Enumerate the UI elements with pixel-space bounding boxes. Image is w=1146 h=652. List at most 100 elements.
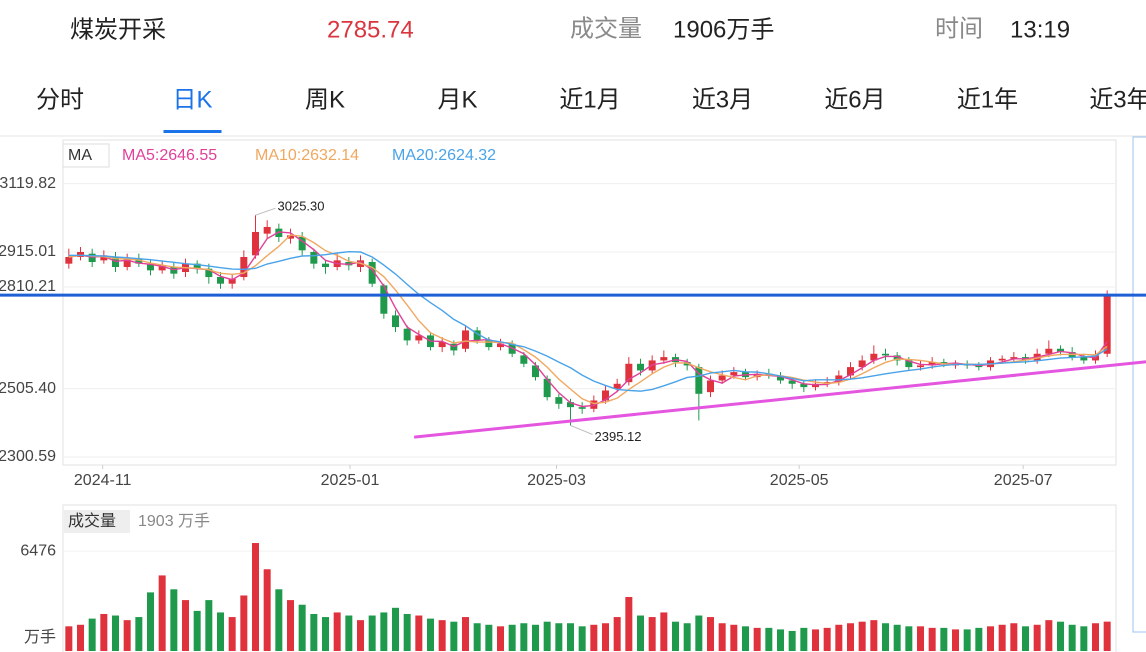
- volume-bar: [77, 624, 84, 651]
- candle-body: [287, 235, 294, 239]
- annotation: 3025.30: [278, 199, 325, 214]
- ma-line: [68, 231, 1108, 408]
- price-frame: [62, 139, 1117, 466]
- candle-body: [485, 340, 493, 348]
- volume-bar: [403, 613, 411, 651]
- candle-body: [998, 358, 1006, 361]
- volume-bar: [567, 623, 574, 651]
- legend-entry: MA10:2632.14: [255, 147, 359, 164]
- candle-body: [555, 397, 563, 404]
- volume-value: 1906万手: [673, 16, 774, 43]
- candle-body: [1010, 357, 1018, 359]
- volume-bar: [753, 627, 761, 651]
- candle-body: [730, 372, 738, 376]
- tab[interactable]: 周K: [305, 86, 345, 113]
- candle-body: [695, 367, 703, 394]
- volume-bar: [298, 604, 306, 651]
- volume-bar: [520, 623, 528, 651]
- volume-title-box: [64, 510, 130, 533]
- x-tick-label: 2025-07: [994, 472, 1053, 489]
- volume-bar: [695, 615, 703, 651]
- y-tick-label: 3119.82: [0, 175, 56, 192]
- candle-body: [380, 285, 388, 314]
- candle-body: [473, 330, 481, 341]
- time-label: 时间: [935, 15, 983, 42]
- volume-bar: [987, 626, 994, 651]
- tab[interactable]: 近3月: [692, 86, 753, 113]
- candle-body: [193, 263, 201, 269]
- volume-bar: [590, 624, 598, 651]
- volume-bar: [100, 613, 108, 651]
- candle-body: [858, 360, 866, 368]
- volume-bar: [928, 627, 936, 651]
- volume-bar: [543, 621, 551, 651]
- volume-bar: [240, 595, 248, 651]
- candle-body: [707, 380, 714, 393]
- volume-bar: [345, 615, 353, 651]
- candle-body: [578, 407, 586, 409]
- candle-body: [123, 258, 131, 268]
- volume-bar: [963, 629, 971, 651]
- volume-bar: [917, 626, 924, 651]
- volume-bar: [147, 592, 154, 651]
- tab[interactable]: 近3年: [1089, 86, 1146, 113]
- candle-body: [147, 263, 154, 271]
- volume-bar: [158, 575, 166, 651]
- candle-body: [205, 268, 213, 278]
- candle-body: [543, 378, 551, 398]
- time-value: 13:19: [1010, 16, 1070, 43]
- volume-label: 成交量: [570, 15, 642, 42]
- volume-bar: [975, 627, 983, 651]
- tab[interactable]: 月K: [437, 86, 477, 113]
- candle-body: [835, 375, 843, 383]
- volume-bar: [88, 618, 96, 651]
- index-name: 煤炭开采: [70, 16, 166, 43]
- tab[interactable]: 日K: [172, 86, 212, 113]
- candle-body: [217, 277, 224, 284]
- volume-bar: [578, 626, 586, 651]
- volume-bar: [812, 629, 819, 651]
- volume-bar: [800, 627, 808, 651]
- candle-body: [590, 400, 598, 409]
- candle-body: [415, 335, 423, 341]
- volume-bar: [1103, 621, 1111, 651]
- volume-bar: [835, 624, 843, 651]
- ma-line: [68, 234, 1108, 405]
- candle-body: [263, 226, 271, 234]
- volume-bar: [625, 597, 633, 651]
- candle-body: [660, 357, 668, 361]
- candle-body: [777, 375, 784, 381]
- volume-bar: [427, 618, 434, 651]
- tab[interactable]: 近1年: [957, 86, 1018, 113]
- candle-body: [403, 328, 411, 341]
- volume-bar: [112, 615, 119, 651]
- y-tick-label: 2505.40: [0, 380, 56, 397]
- volume-frame: [62, 504, 1117, 652]
- candle-body: [252, 231, 259, 256]
- volume-bar: [333, 612, 341, 651]
- volume-bar: [287, 600, 294, 651]
- volume-bar: [777, 629, 784, 651]
- candle-body: [882, 353, 889, 356]
- candle-body: [940, 362, 948, 364]
- volume-bar: [65, 626, 73, 651]
- tab[interactable]: 近1月: [559, 86, 620, 113]
- candle-body: [100, 255, 108, 261]
- volume-bar: [310, 613, 318, 651]
- tab[interactable]: 分时: [36, 86, 84, 113]
- volume-bar: [940, 627, 948, 651]
- candle-body: [718, 375, 726, 381]
- volume-bar: [532, 624, 539, 651]
- tab[interactable]: 近6月: [824, 86, 885, 113]
- legend-entry: MA5:2646.55: [122, 147, 217, 164]
- candle-body: [298, 236, 306, 251]
- volume-bar: [998, 624, 1006, 651]
- volume-bar: [1010, 623, 1018, 651]
- candle-body: [893, 355, 901, 361]
- volume-bar: [730, 624, 738, 651]
- x-tick-label: 2025-01: [321, 472, 380, 489]
- volume-bar: [823, 627, 831, 651]
- annotation-leader: [255, 207, 276, 216]
